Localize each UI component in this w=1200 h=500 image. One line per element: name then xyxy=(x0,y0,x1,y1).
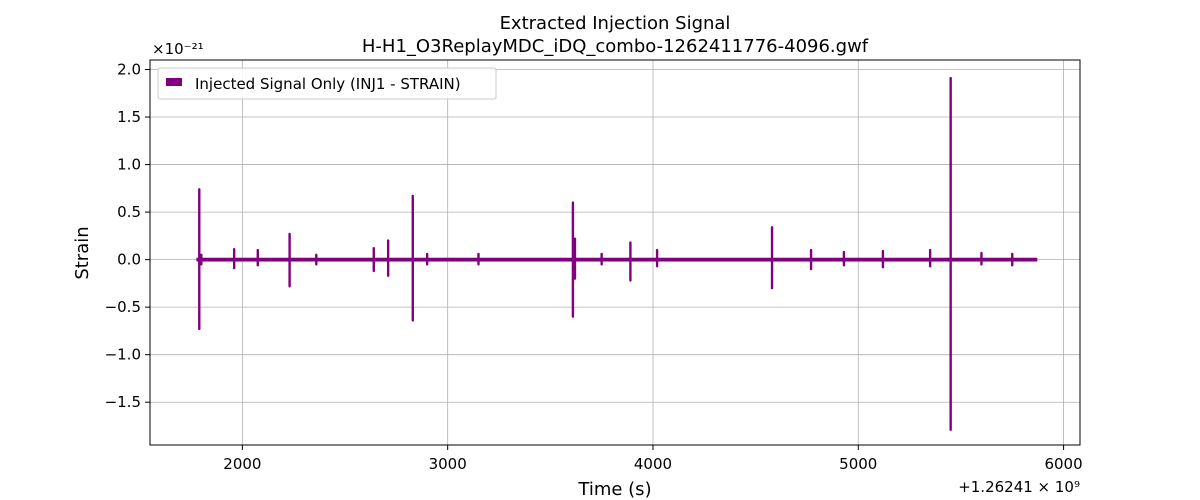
chart-subtitle: H-H1_O3ReplayMDC_iDQ_combo-1262411776-40… xyxy=(362,36,869,57)
x-tick-label: 4000 xyxy=(634,455,672,473)
chart-title: Extracted Injection Signal xyxy=(500,13,731,34)
x-tick-label: 2000 xyxy=(223,455,261,473)
legend: Injected Signal Only (INJ1 - STRAIN) xyxy=(157,67,497,100)
y-axis-label: Strain xyxy=(72,226,93,279)
y-tick-label: −1.0 xyxy=(105,346,141,364)
x-axis-label: Time (s) xyxy=(577,479,651,500)
x-tick-label: 5000 xyxy=(839,455,877,473)
y-tick-label: −1.5 xyxy=(105,393,141,411)
data-layer xyxy=(196,76,1038,431)
legend-box xyxy=(157,67,497,100)
y-axis: −1.5 −1.0 −0.5 0.0 0.5 1.0 1.5 2.0 xyxy=(105,61,150,411)
legend-label: Injected Signal Only (INJ1 - STRAIN) xyxy=(195,75,461,93)
x-tick-label: 6000 xyxy=(1044,455,1082,473)
y-tick-label: 1.5 xyxy=(117,108,141,126)
y-scale-label: ×10⁻²¹ xyxy=(152,40,204,58)
plot-frame xyxy=(149,59,1081,446)
series-baseline xyxy=(196,257,1038,262)
y-tick-label: 0.0 xyxy=(117,251,141,269)
x-tick-label: 3000 xyxy=(429,455,467,473)
y-tick-label: 2.0 xyxy=(117,61,141,79)
y-tick-label: 0.5 xyxy=(117,203,141,221)
x-offset-label: +1.26241 × 10⁹ xyxy=(958,478,1080,496)
y-tick-label: −0.5 xyxy=(105,298,141,316)
x-axis: 2000 3000 4000 5000 6000 xyxy=(223,445,1083,473)
y-tick-label: 1.0 xyxy=(117,156,141,174)
legend-swatch xyxy=(166,78,182,86)
